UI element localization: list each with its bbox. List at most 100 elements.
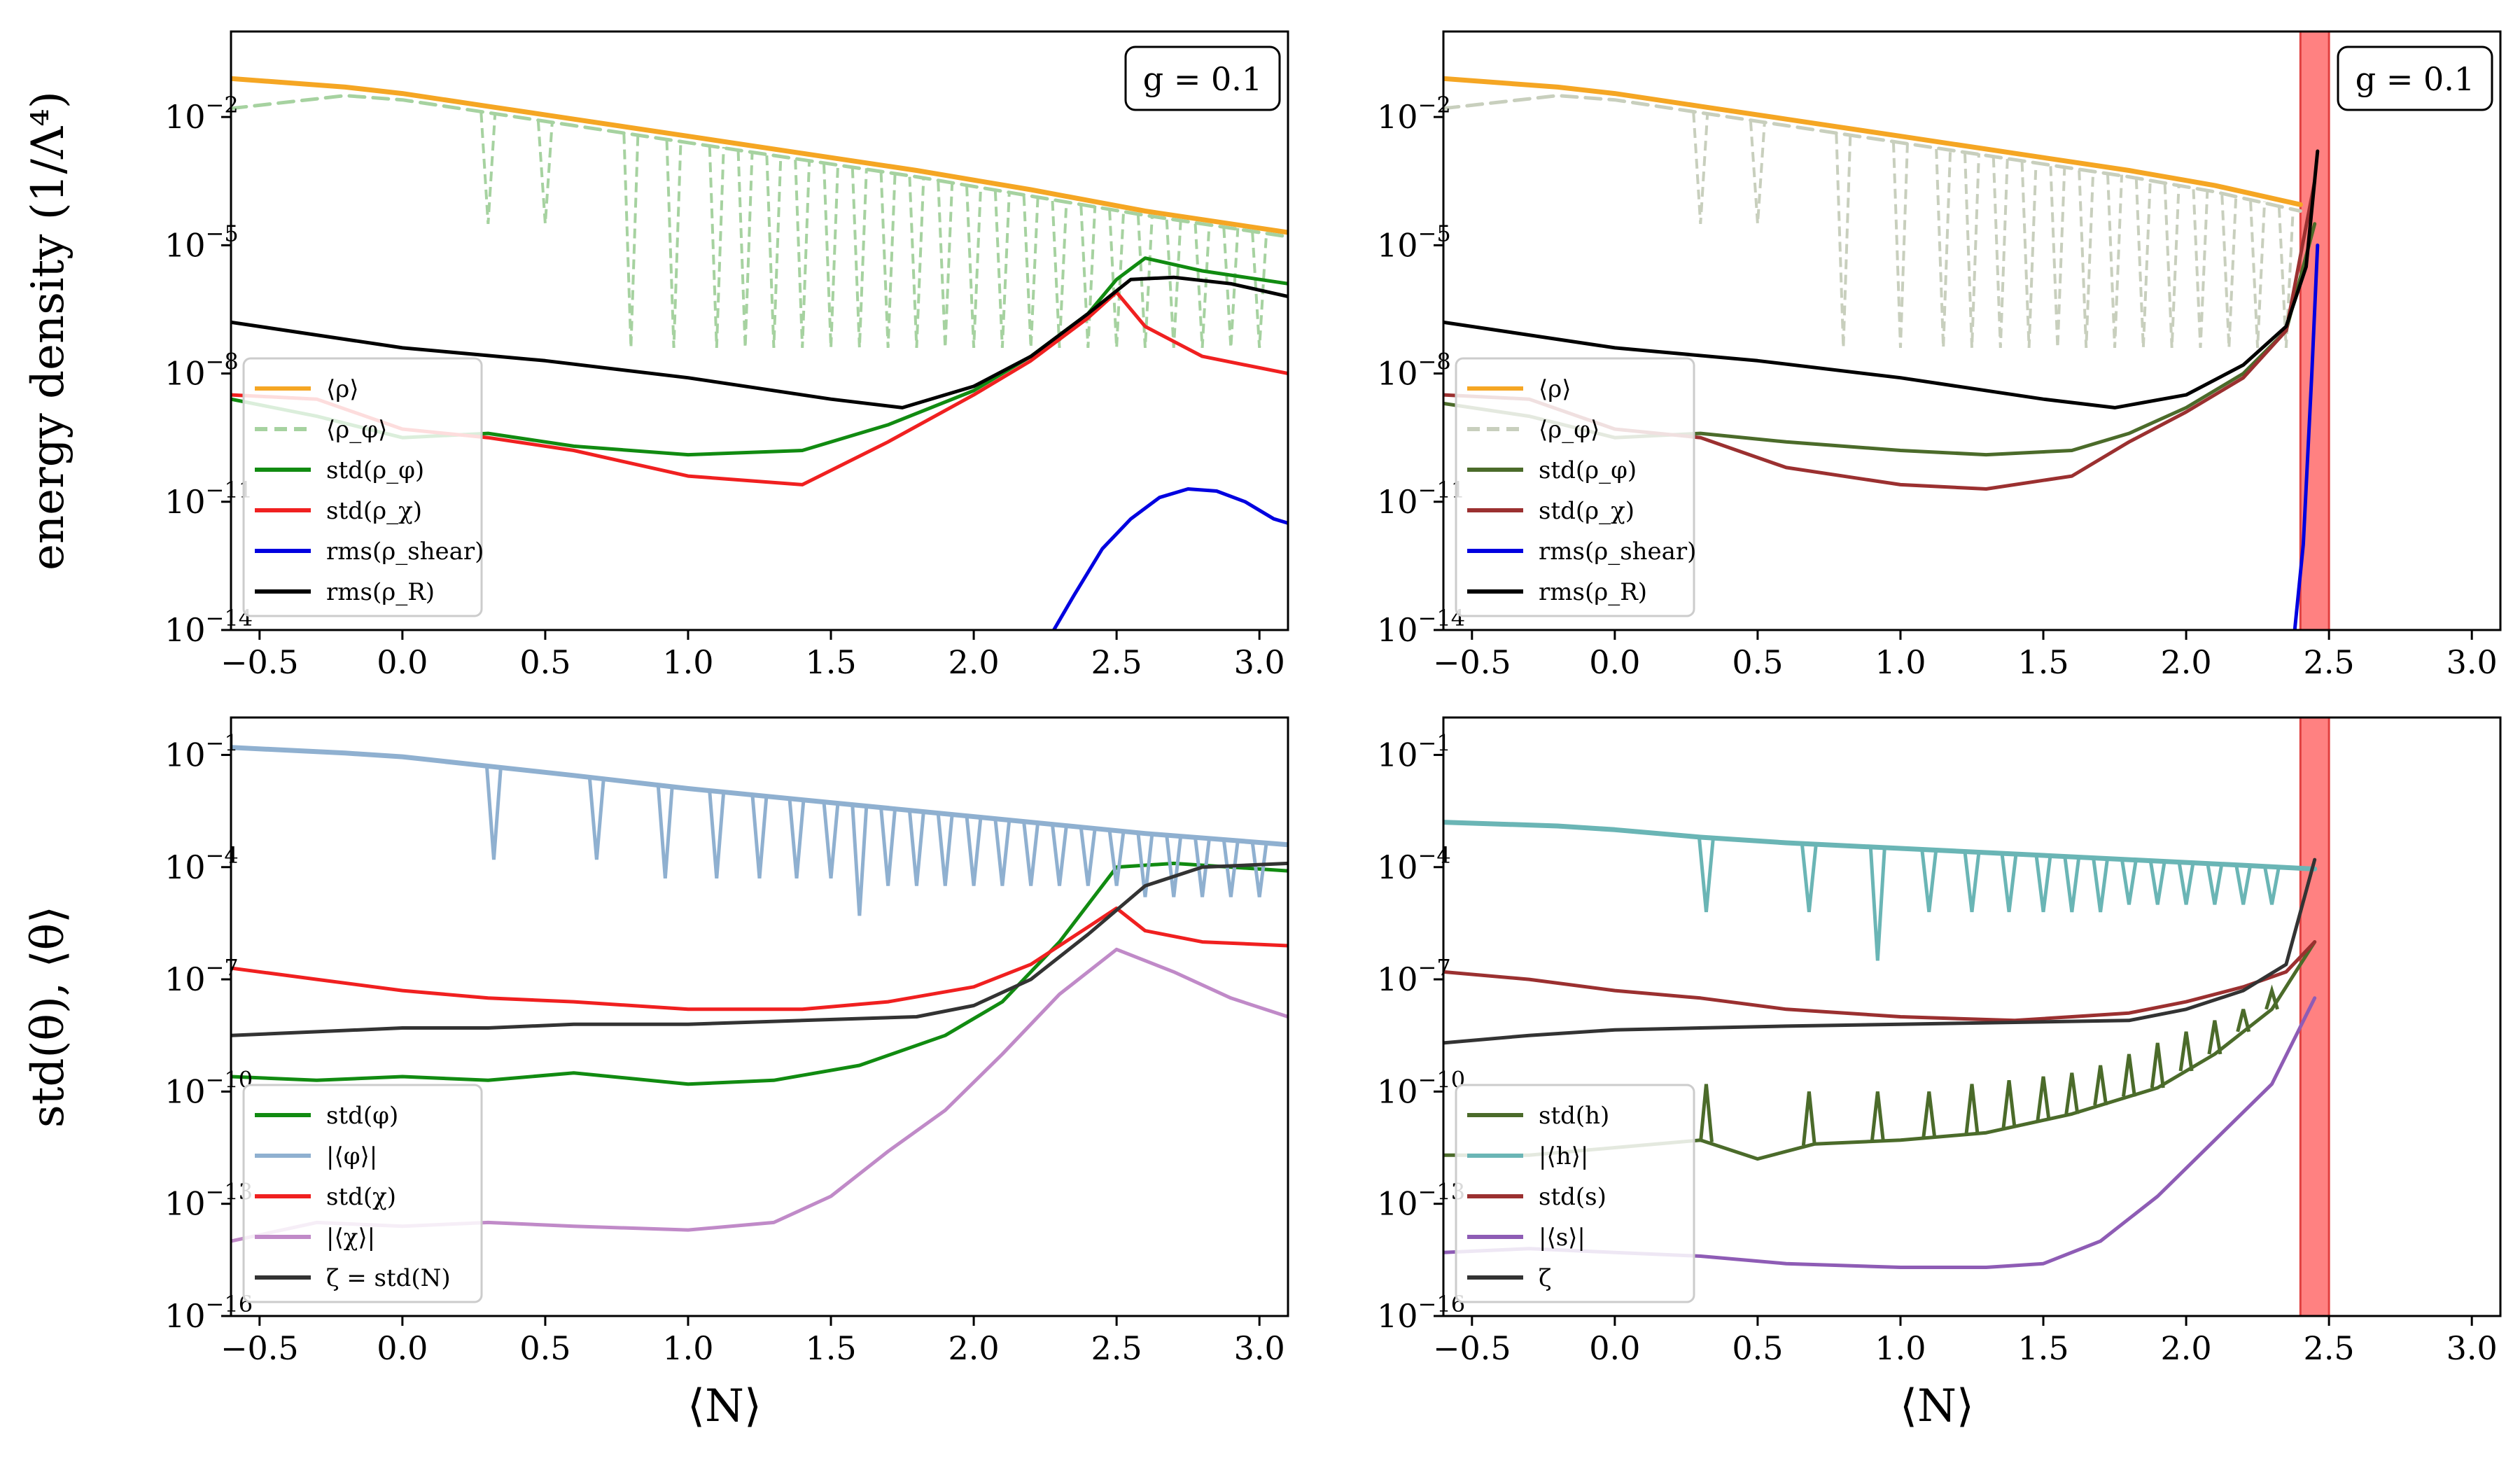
legend-label-5: rms(ρ_R)	[1539, 578, 1647, 606]
y-axis-label: std(θ), ⟨θ⟩	[22, 906, 74, 1128]
x-tick-label-4: 1.5	[2017, 1329, 2068, 1367]
y-tick-exponent-3: −5	[206, 220, 239, 246]
y-tick-label-4: 10−4	[1377, 842, 1451, 886]
series-dip-1-4	[1963, 851, 1981, 913]
series-dip-1-7	[794, 160, 811, 349]
series-dip-1-11	[908, 176, 925, 349]
annotation-box	[1124, 46, 1281, 111]
series-dip-1-7	[850, 805, 869, 916]
series-dip-1-12	[2206, 863, 2224, 905]
x-axis-label: ⟨N⟩	[687, 1380, 762, 1432]
y-tick-exponent-5: −1	[206, 729, 239, 756]
series-dip-1-23	[1251, 232, 1268, 349]
series-dip-1-7	[2063, 856, 2081, 913]
series-dip-1-9	[907, 811, 925, 886]
series-dip-1-0	[1697, 837, 1715, 913]
legend-label-3: |⟨s⟩|	[1539, 1224, 1586, 1252]
series-line-0	[231, 861, 1288, 1086]
series-dip-1-20	[1165, 219, 1182, 349]
x-tick-label-2: 0.5	[519, 1329, 570, 1367]
x-tick-label-2: 0.5	[1732, 643, 1783, 681]
series-dip-1-7	[2020, 162, 2038, 349]
series-spike-0-2	[1870, 1091, 1885, 1142]
series-dip-1-11	[2177, 862, 2195, 905]
series-spike-0-10	[2150, 1042, 2165, 1088]
x-tick-label-3: 1.0	[662, 643, 713, 681]
series-spike-0-7	[2064, 1072, 2080, 1114]
series-dip-1-10	[2148, 860, 2166, 905]
series-dip-1-0	[479, 112, 497, 224]
legend-label-0: ⟨ρ⟩	[1539, 375, 1572, 403]
series-dip-1-6	[765, 155, 783, 349]
legend-label-4: ζ	[1539, 1264, 1551, 1292]
series-dip-1-14	[1051, 825, 1068, 886]
y-tick-label-3: 10−5	[164, 220, 239, 264]
x-tick-label-4: 1.5	[2017, 643, 2068, 681]
series-spike-0-1	[1801, 1091, 1816, 1146]
series-dip-1-0	[484, 766, 503, 860]
series-line-4	[1051, 487, 1288, 630]
series-dip-1-11	[965, 816, 983, 886]
series-dip-1-13	[2234, 864, 2253, 905]
series-dip-1-2	[1835, 134, 1852, 348]
series-line-4	[1443, 858, 2317, 1045]
series-line-1	[231, 94, 1288, 239]
series-spike-0-5	[2001, 1080, 2017, 1128]
series-dip-1-9	[2078, 170, 2095, 349]
x-tick-label-6: 2.5	[2304, 1329, 2355, 1367]
axes-frame	[1442, 716, 2502, 1317]
series-dip-1-10	[936, 813, 954, 886]
legend-label-1: |⟨φ⟩|	[326, 1142, 377, 1170]
x-tick-label-0: −0.5	[220, 1329, 299, 1367]
legend-box	[242, 357, 483, 617]
series-dip-1-2	[656, 785, 674, 878]
series-line-0	[1443, 76, 2303, 207]
y-tick-exponent-5: −1	[1418, 729, 1451, 756]
x-tick-label-1: 0.0	[1589, 1329, 1640, 1367]
y-tick-exponent-2: −8	[1418, 349, 1451, 375]
series-dip-1-12	[937, 181, 954, 349]
series-dip-1-11	[2134, 179, 2152, 349]
series-line-1	[231, 745, 1288, 848]
axes-frame	[230, 716, 1289, 1317]
series-dip-1-14	[993, 191, 1011, 349]
x-tick-label-5: 2.0	[2161, 1329, 2212, 1367]
x-tick-label-3: 1.0	[1875, 1329, 1926, 1367]
legend-label-1: |⟨h⟩|	[1539, 1142, 1588, 1170]
series-spike-0-12	[2207, 1020, 2222, 1055]
legend-label-2: std(ρ_φ)	[1539, 456, 1637, 484]
series-dip-1-17	[1136, 833, 1154, 897]
legend-label-4: ζ = std(N)	[326, 1264, 451, 1292]
series-dip-1-3	[708, 791, 726, 878]
series-dip-1-15	[1022, 196, 1040, 349]
x-tick-label-5: 2.0	[948, 1329, 1000, 1367]
annotation-box	[2337, 46, 2493, 111]
y-tick-label-4: 10−2	[164, 92, 239, 136]
x-tick-label-3: 1.0	[1875, 643, 1926, 681]
annotation-text: g = 0.1	[1143, 60, 1262, 98]
series-dip-1-5	[736, 150, 754, 349]
x-tick-label-1: 0.0	[1589, 643, 1640, 681]
series-line-0	[231, 76, 1288, 235]
series-spike-0-14	[2264, 984, 2279, 1010]
series-dip-1-13	[965, 186, 983, 349]
series-dip-1-13	[1022, 822, 1040, 886]
series-dip-1-15	[2249, 201, 2267, 349]
x-tick-label-0: −0.5	[1433, 643, 1511, 681]
x-tick-label-0: −0.5	[220, 643, 299, 681]
series-dip-1-19	[1194, 837, 1212, 897]
x-tick-label-2: 0.5	[519, 643, 570, 681]
series-dip-1-21	[1250, 842, 1268, 897]
legend-label-0: std(φ)	[326, 1102, 398, 1130]
series-line-1	[1443, 94, 2302, 213]
series-line-5	[1443, 149, 2320, 410]
legend-label-3: std(ρ_χ)	[1539, 497, 1634, 525]
series-dip-1-1	[1749, 121, 1766, 224]
y-axis-label: energy density (1/Λ⁴)	[22, 91, 74, 570]
legend-label-4: rms(ρ_shear)	[1539, 538, 1696, 566]
panel-bottom-right: −0.5 0.0 0.5 1.0 1.5 2.0 2.5 3.010−1610−1310−10…	[1377, 716, 2502, 1432]
series-dip-1-1	[1800, 844, 1818, 913]
legend-label-5: rms(ρ_R)	[326, 578, 435, 606]
series-dip-1-22	[1222, 227, 1240, 349]
